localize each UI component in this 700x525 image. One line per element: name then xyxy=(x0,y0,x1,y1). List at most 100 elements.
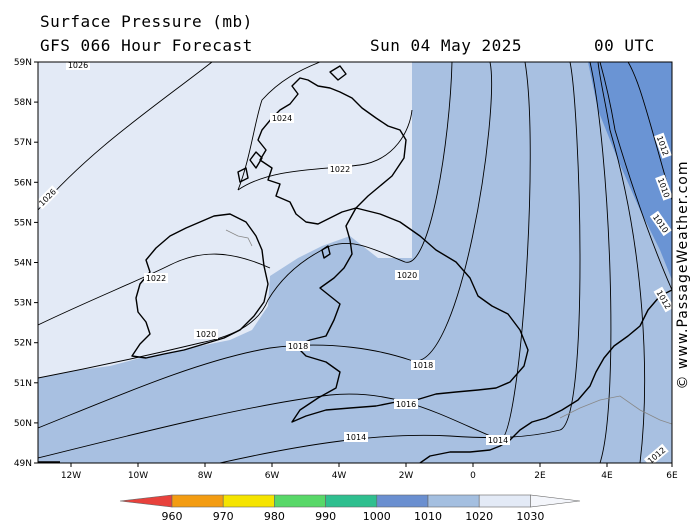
lat-tick-label: 58N xyxy=(14,98,32,108)
isobar-label-bg xyxy=(144,273,168,283)
latitude-axis: 59N 58N 57N 56N 55N 54N 53N 52N 51N 50N 49N xyxy=(14,58,38,469)
isobar-label: 1014 xyxy=(486,435,510,445)
isobar-label-text: 1022 xyxy=(330,165,350,174)
map-title: Surface Pressure (mb) xyxy=(40,12,253,31)
isobar-label: 1022 xyxy=(328,164,352,174)
lon-tick-label: 2E xyxy=(534,471,546,481)
isobar-label-text: 1022 xyxy=(146,274,166,283)
lon-tick-label: 8W xyxy=(198,471,213,481)
isle-of-man xyxy=(321,245,331,259)
isobar-label-text: 1024 xyxy=(272,114,292,123)
forecast-time: 00 UTC xyxy=(594,36,655,55)
forecast-date: Sun 04 May 2025 xyxy=(370,36,522,55)
pressure-band-1020-plus xyxy=(38,62,412,378)
legend-swatch xyxy=(376,494,429,508)
legend-label: 1000 xyxy=(363,510,391,523)
legend-swatch xyxy=(222,494,275,508)
forecast-label: GFS 066 Hour Forecast xyxy=(40,36,253,55)
isobar-label-bg xyxy=(649,210,672,237)
isobar-label-bg xyxy=(654,132,672,159)
lat-tick-label: 49N xyxy=(14,459,32,469)
borders xyxy=(225,229,672,425)
isobar-label-bg xyxy=(38,185,60,210)
lat-tick-label: 53N xyxy=(14,299,32,309)
isobar-label: 1018 xyxy=(286,341,310,351)
lon-tick-label: 6E xyxy=(666,471,678,481)
isobar-label-text: 1020 xyxy=(196,330,216,339)
isobar-label-text: 1026 xyxy=(68,61,88,70)
legend-label: 1030 xyxy=(516,510,544,523)
lon-tick-label: 4W xyxy=(332,471,347,481)
pressure-band-below-1010 xyxy=(588,62,672,280)
legend-arrow-left xyxy=(119,494,173,508)
isobar-label-bg xyxy=(486,435,510,445)
isobar-label-bg xyxy=(194,329,218,339)
ireland-coast xyxy=(131,213,269,359)
hebrides xyxy=(237,151,263,183)
legend-swatch xyxy=(478,494,531,508)
isobar-label-text: 1020 xyxy=(397,271,417,280)
england-coast xyxy=(291,207,529,423)
isobar-label: 1014 xyxy=(344,432,368,442)
longitude-axis: 12W 10W 8W 6W 4W 2W 0 2E 4E 6E xyxy=(61,463,678,481)
isobar-label-bg xyxy=(395,270,419,280)
continent-coast xyxy=(419,289,672,463)
orkney xyxy=(329,65,347,81)
isobar-label-bg xyxy=(655,174,672,201)
isobar-label: 1018 xyxy=(411,360,435,370)
lat-tick-label: 59N xyxy=(14,58,32,68)
legend-swatch xyxy=(427,494,480,508)
isobar-label: 1020 xyxy=(194,329,218,339)
scotland-coast xyxy=(257,77,407,225)
isobar-label-text: 1018 xyxy=(413,361,433,370)
lat-tick-label: 57N xyxy=(14,138,32,148)
isobar-label-bg xyxy=(411,360,435,370)
isobar-label-bg xyxy=(394,399,418,409)
isobar-label-text: 1014 xyxy=(346,433,366,442)
isobar-label-text: 1014 xyxy=(488,436,508,445)
legend-arrow-right xyxy=(530,494,581,508)
lon-tick-label: 12W xyxy=(61,471,81,481)
isobar-label-text: 1018 xyxy=(288,342,308,351)
lat-tick-label: 54N xyxy=(14,259,32,269)
lon-tick-label: 0 xyxy=(470,471,476,481)
legend-label: 980 xyxy=(264,510,285,523)
isobar-label: 1016 xyxy=(394,399,418,409)
legend-label: 1010 xyxy=(414,510,442,523)
isobar-label-bg xyxy=(328,164,352,174)
credit-watermark: © www.PassageWeather.com xyxy=(672,150,694,400)
isobar-label: 1020 xyxy=(395,270,419,280)
legend-swatch xyxy=(274,494,326,508)
legend-label: 960 xyxy=(162,510,183,523)
isobar-lines xyxy=(38,62,672,463)
lat-tick-label: 52N xyxy=(14,339,32,349)
coastlines xyxy=(38,65,672,463)
legend-swatch xyxy=(171,494,224,508)
isobar-label-bg xyxy=(653,286,672,313)
isobar-label-bg xyxy=(344,432,368,442)
isobar-label-bg xyxy=(66,62,90,70)
lat-tick-label: 55N xyxy=(14,218,32,228)
lon-tick-label: 10W xyxy=(128,471,148,481)
legend-label: 970 xyxy=(213,510,234,523)
isobar-label: 1022 xyxy=(144,273,168,283)
isobar-label-bg xyxy=(286,341,310,351)
credit-text: © www.PassageWeather.com xyxy=(675,160,691,390)
isobar-label-bg xyxy=(643,443,669,463)
lat-tick-label: 50N xyxy=(14,419,32,429)
legend-label: 990 xyxy=(315,510,336,523)
pressure-legend: 960 970 980 990 1000 1010 1020 1030 xyxy=(119,494,581,523)
isobar-label-bg xyxy=(270,113,294,123)
isobar-label-text: 1016 xyxy=(396,400,416,409)
lon-tick-label: 4E xyxy=(601,471,613,481)
lon-tick-label: 6W xyxy=(265,471,280,481)
legend-swatch xyxy=(325,494,378,508)
legend-label: 1020 xyxy=(465,510,493,523)
isobar-label: 1024 xyxy=(270,113,294,123)
isobar-label: 1026 xyxy=(66,61,90,70)
lat-tick-label: 51N xyxy=(14,379,32,389)
lat-tick-label: 56N xyxy=(14,178,32,188)
lon-tick-label: 2W xyxy=(399,471,414,481)
